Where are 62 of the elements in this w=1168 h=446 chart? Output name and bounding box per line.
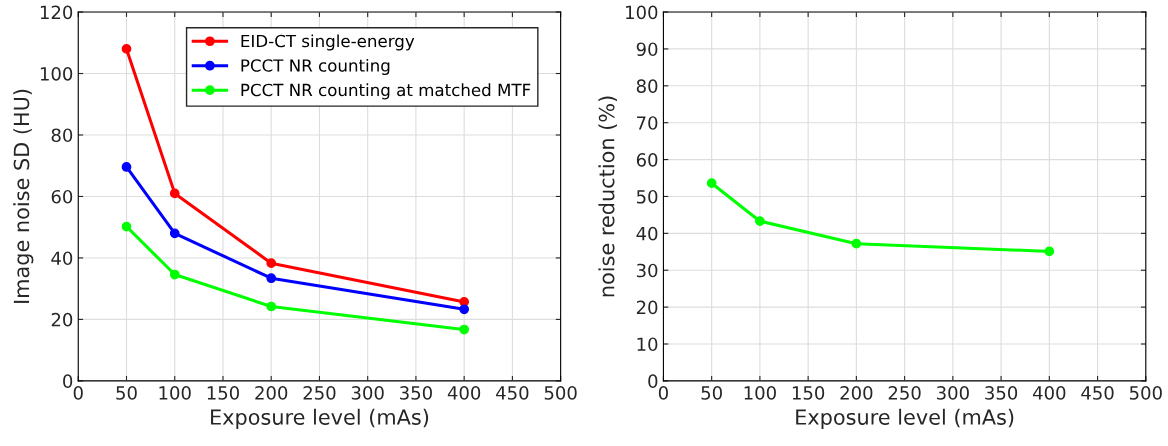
point: [1044, 246, 1055, 257]
point: [121, 162, 132, 172]
x-tick-label: 450: [1081, 386, 1114, 400]
x-tick-label: 500: [1129, 386, 1162, 400]
x-tick-label: 250: [888, 386, 921, 400]
x-tick-label: 50: [701, 386, 722, 400]
y-tick-label: 0: [648, 374, 658, 388]
point: [459, 304, 470, 315]
point: [169, 228, 180, 239]
x-tick-label: 400: [1032, 386, 1066, 400]
y-tick-label: 30: [636, 263, 658, 278]
x-tick-label: 150: [792, 386, 825, 400]
x-tick-label: 200: [840, 386, 873, 400]
y-tick-label: 80: [51, 128, 73, 143]
point: [169, 269, 180, 280]
point: [706, 178, 717, 189]
point: [266, 273, 277, 284]
y-tick-label: 20: [51, 312, 73, 327]
x-tick-label: 200: [255, 386, 288, 400]
x-tick-label: 450: [496, 386, 529, 400]
point: [169, 188, 180, 199]
x-tick-label: 350: [985, 386, 1018, 400]
x-tick-label: 100: [744, 386, 776, 400]
x-tick-label: 500: [544, 386, 577, 400]
x-tick-label: 50: [116, 386, 137, 400]
legend-label: PCCT NR counting at matched MTF: [241, 83, 531, 100]
x-tick-label: 0: [658, 386, 668, 400]
y-tick-label: 50: [636, 189, 658, 204]
x-tick-label: 300: [351, 386, 384, 400]
point: [266, 301, 277, 312]
x-tick-label: 250: [303, 386, 336, 400]
x-tick-label: 350: [400, 386, 432, 400]
y-axis-title: Image noise SD (HU): [13, 89, 34, 303]
y-tick-label: 40: [51, 251, 73, 266]
x-axis-title: Exposure level (mAs): [211, 408, 429, 429]
x-tick-label: 150: [207, 386, 239, 400]
y-tick-label: 20: [636, 300, 658, 315]
y-tick-label: 60: [51, 189, 73, 204]
y-tick-label: 120: [40, 5, 73, 20]
y-tick-label: 90: [636, 42, 658, 57]
y-tick-label: 80: [636, 79, 658, 93]
point: [121, 221, 132, 232]
y-axis-title: noise reduction (%): [598, 96, 617, 297]
y-tick-label: 60: [636, 153, 658, 167]
y-tick-label: 40: [636, 226, 658, 241]
point: [851, 238, 862, 249]
point: [266, 258, 277, 269]
y-tick-label: 70: [637, 116, 658, 130]
x-tick-label: 300: [937, 386, 969, 400]
legend-label: PCCT NR counting: [241, 58, 390, 76]
x-tick-label: 100: [159, 386, 191, 400]
point: [121, 44, 132, 54]
y-tick-label: 10: [637, 337, 658, 352]
y-tick-label: 100: [626, 5, 658, 20]
point: [459, 324, 470, 335]
x-tick-label: 400: [447, 386, 481, 400]
y-tick-label: 100: [40, 66, 73, 81]
legend-label: EID-CT single-energy: [241, 34, 415, 51]
x-axis-title: Exposure level (mAs): [796, 408, 1014, 429]
y-tick-label: 0: [63, 374, 73, 388]
point: [755, 216, 765, 227]
x-tick-label: 0: [73, 386, 83, 400]
